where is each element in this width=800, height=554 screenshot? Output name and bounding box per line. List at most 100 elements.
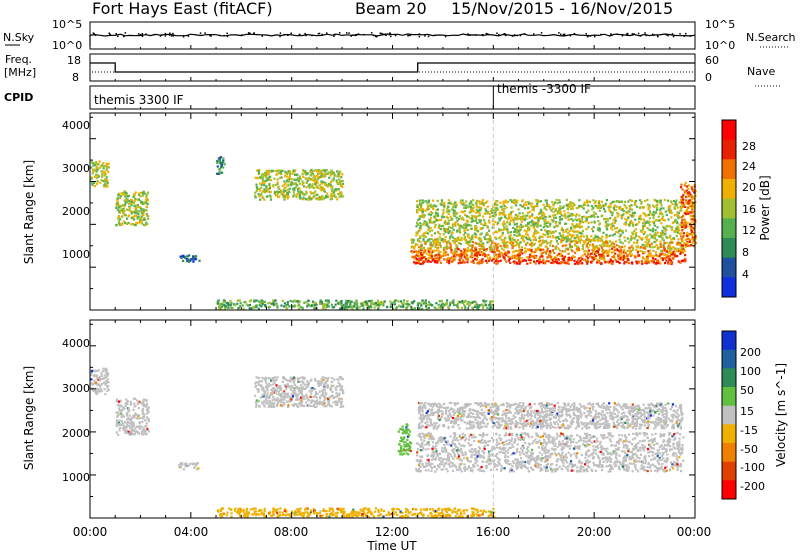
scatter-cell: [673, 253, 676, 256]
scatter-cell: [289, 171, 292, 174]
scatter-cell: [132, 223, 135, 226]
scatter-cell: [568, 256, 571, 259]
scatter-cell: [552, 204, 555, 207]
scatter-cell: [265, 169, 268, 172]
scatter-cell: [141, 194, 144, 197]
scatter-cell: [549, 207, 552, 210]
scatter-cell: [682, 204, 685, 207]
scatter-cell: [596, 261, 599, 264]
scatter-cell: [495, 244, 498, 247]
scatter-cell: [121, 414, 124, 417]
noise-search-dot: [370, 32, 373, 34]
scatter-cell: [610, 242, 613, 245]
scatter-cell: [421, 199, 424, 202]
scatter-cell: [578, 226, 581, 229]
scatter-cell: [660, 233, 663, 236]
noise-search-dot: [287, 34, 289, 36]
noise-search-dot: [141, 33, 143, 35]
scatter-cell: [216, 172, 219, 175]
scatter-cell: [95, 170, 98, 173]
scatter-cell: [538, 260, 541, 263]
scatter-cell: [542, 203, 545, 206]
scatter-cell: [481, 261, 484, 264]
scatter-cell: [472, 206, 475, 209]
scatter-cell: [478, 200, 481, 203]
scatter-cell: [255, 305, 258, 308]
noise-search-dot: [427, 35, 430, 38]
scatter-cell: [501, 252, 504, 255]
scatter-cell: [528, 227, 531, 230]
scatter-cell: [415, 254, 418, 257]
scatter-cell: [122, 193, 125, 196]
scatter-cell: [686, 221, 689, 224]
scatter-cell: [436, 247, 439, 250]
scatter-cell: [515, 234, 519, 238]
scatter-cell: [542, 233, 545, 236]
scatter-cell: [447, 205, 450, 209]
scatter-cell: [521, 218, 524, 221]
scatter-cell: [613, 257, 616, 260]
scatter-cell: [442, 254, 445, 257]
noise-search-dot: [164, 35, 167, 37]
scatter-cell: [510, 206, 513, 209]
scatter-cell: [541, 235, 544, 239]
scatter-cell: [479, 233, 482, 236]
scatter-cell: [313, 303, 316, 306]
scatter-cell: [539, 224, 542, 227]
scatter-cell: [263, 188, 266, 191]
scatter-cell: [499, 251, 502, 254]
scatter-cell: [441, 216, 444, 219]
scatter-cell: [640, 260, 644, 264]
scatter-cell: [461, 300, 464, 303]
scatter-cell: [144, 429, 147, 432]
scatter-cell: [506, 230, 509, 233]
scatter-cell: [306, 179, 309, 182]
scatter-cell: [566, 235, 569, 238]
noise-search-dot: [418, 35, 421, 38]
scatter-cell: [646, 258, 649, 261]
scatter-cell: [562, 258, 566, 261]
scatter-cell: [333, 195, 336, 198]
scatter-cell: [140, 211, 143, 214]
scatter-cell: [338, 195, 341, 198]
scatter-cell: [690, 185, 693, 189]
scatter-cell: [422, 256, 425, 259]
noise-search-dot: [563, 33, 566, 35]
scatter-cell: [597, 203, 600, 206]
scatter-cell: [658, 255, 661, 258]
scatter-cell: [527, 258, 530, 261]
scatter-cell: [312, 405, 315, 408]
scatter-cell: [255, 185, 258, 189]
scatter-cell: [230, 302, 233, 305]
scatter-cell: [130, 420, 133, 423]
scatter-cell: [655, 199, 658, 203]
scatter-cell: [428, 221, 432, 224]
scatter-cell: [532, 225, 536, 228]
scatter-cell: [330, 171, 333, 174]
scatter-cell: [426, 232, 430, 235]
scatter-cell: [643, 199, 647, 203]
noise-search-dot: [168, 34, 171, 36]
scatter-cell: [455, 253, 458, 256]
scatter-cell: [106, 179, 109, 182]
scatter-cell: [313, 307, 316, 310]
scatter-cell: [438, 225, 441, 228]
scatter-cell: [668, 257, 671, 260]
scatter-cell: [441, 213, 444, 216]
scatter-cell: [474, 304, 477, 307]
scatter-cell: [662, 207, 665, 210]
scatter-cell: [416, 204, 419, 207]
scatter-cell: [336, 170, 339, 173]
scatter-cell: [458, 217, 461, 220]
scatter-cell: [126, 401, 129, 404]
scatter-cell: [453, 250, 456, 254]
scatter-cell: [331, 306, 334, 309]
scatter-cell: [138, 198, 141, 201]
scatter-cell: [302, 168, 305, 172]
scatter-cell: [628, 222, 631, 225]
scatter-cell: [296, 174, 299, 177]
scatter-cell: [146, 428, 149, 431]
scatter-cell: [642, 212, 645, 215]
scatter-cell: [593, 216, 596, 219]
scatter-cell: [575, 223, 578, 226]
